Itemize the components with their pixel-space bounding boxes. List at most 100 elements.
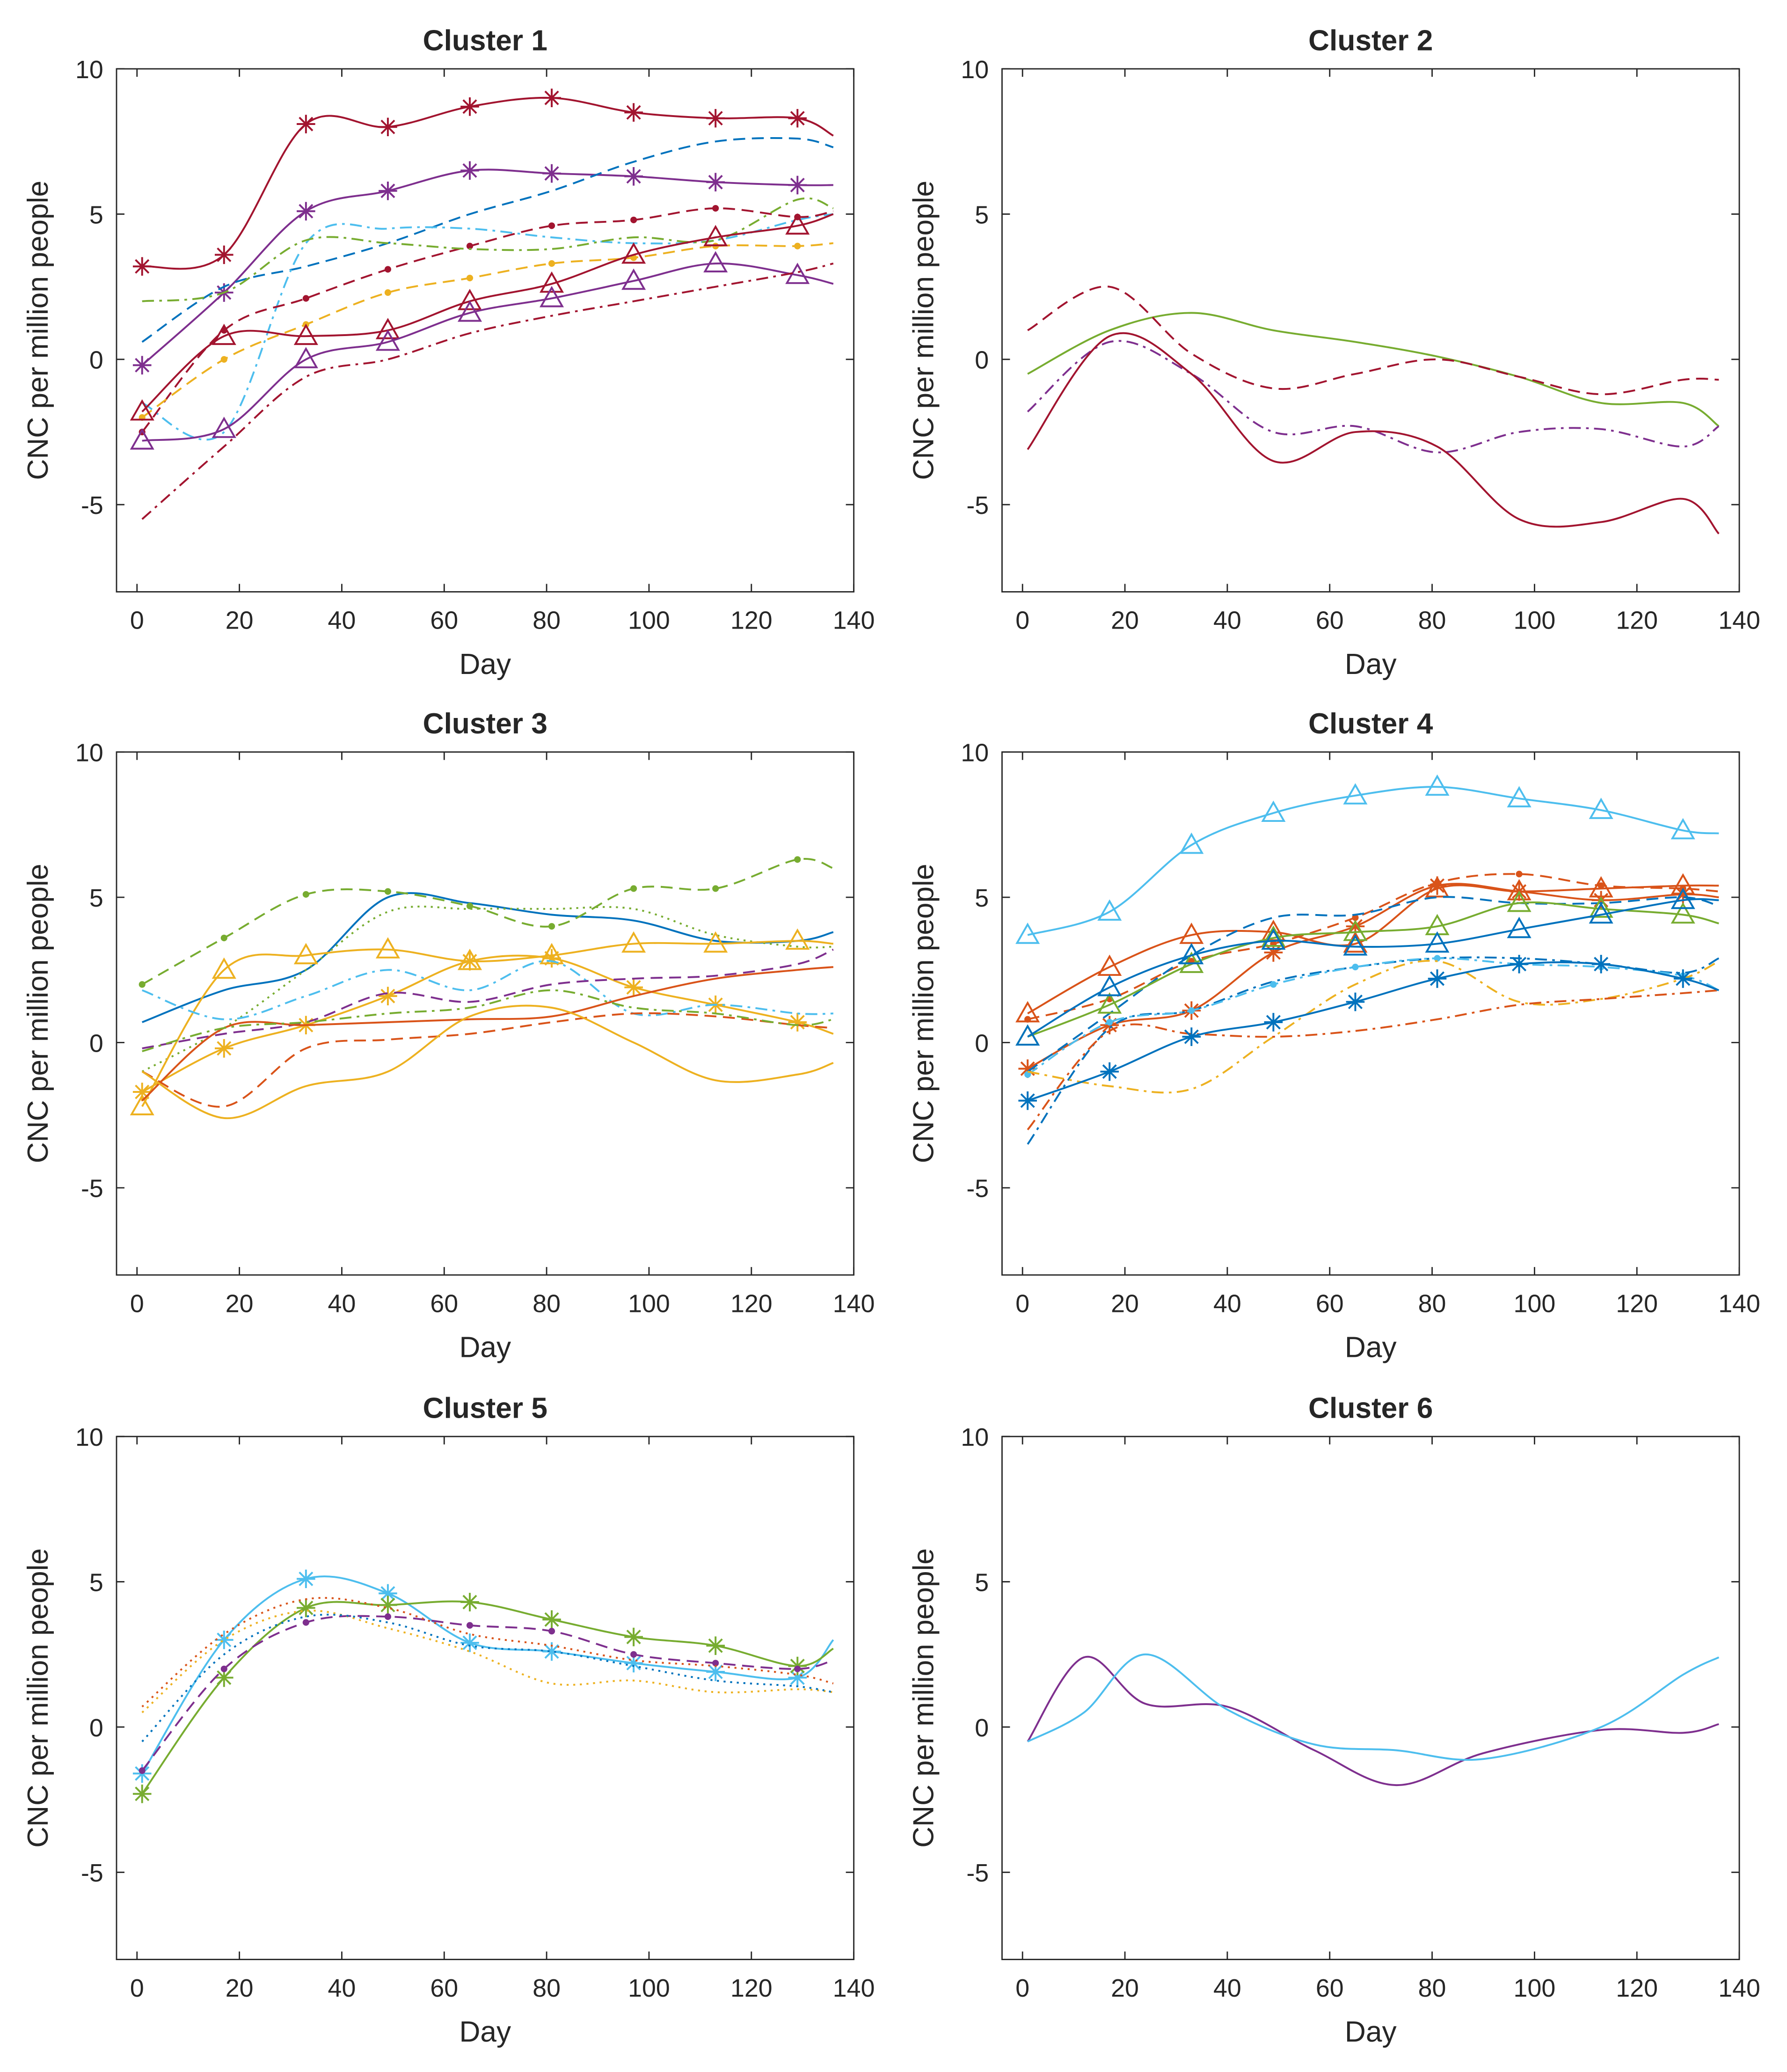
data-point <box>212 323 236 345</box>
series-5 <box>141 1610 834 1713</box>
series-line <box>141 213 834 413</box>
data-point <box>624 978 643 997</box>
x-tick-label: 120 <box>730 1974 773 2002</box>
data-point <box>379 1584 397 1603</box>
data-point <box>706 1662 725 1681</box>
x-tick-label: 20 <box>1111 1974 1139 2002</box>
data-point <box>375 318 400 339</box>
series-2 <box>1027 286 1719 395</box>
series-line <box>1027 957 1720 1076</box>
data-point <box>1015 1024 1040 1046</box>
data-point <box>214 1630 233 1649</box>
x-tick-label: 0 <box>1015 1289 1029 1318</box>
data-point <box>624 167 643 186</box>
data-point <box>621 268 646 290</box>
chart-title: Cluster 1 <box>423 24 547 57</box>
data-point <box>460 1593 479 1611</box>
x-axis-label: Day <box>460 2016 511 2048</box>
data-point <box>1100 1062 1119 1081</box>
data-point <box>1264 1013 1283 1032</box>
data-point <box>293 323 318 345</box>
series-4 <box>141 213 834 441</box>
series-8 <box>141 1012 834 1108</box>
y-axis-label: CNC per million people <box>22 864 54 1164</box>
data-point <box>624 1627 643 1647</box>
series-5 <box>1027 896 1719 1073</box>
data-point <box>1507 916 1532 938</box>
data-point <box>548 222 555 229</box>
series-1 <box>1015 774 1719 944</box>
subplot-5: Cluster 5 0 20 40 60 80 100 120 140 -5 0 5 10 Day CNC … <box>22 1392 875 2048</box>
data-point <box>457 289 482 310</box>
x-tick-label: 0 <box>130 607 144 635</box>
x-tick-label: 80 <box>532 1289 561 1318</box>
series-line <box>141 168 833 366</box>
data-point <box>384 1613 392 1620</box>
series-line <box>142 989 834 1053</box>
x-tick-label: 0 <box>1015 1974 1029 2002</box>
y-tick-label: 5 <box>975 884 989 912</box>
data-point <box>1589 798 1613 819</box>
data-point <box>460 1633 479 1652</box>
x-tick-label: 140 <box>833 607 875 635</box>
x-tick-label: 80 <box>1418 1289 1446 1318</box>
series-line <box>141 905 833 1073</box>
x-tick-label: 20 <box>1111 1289 1139 1318</box>
data-point <box>212 957 236 979</box>
data-point <box>1346 917 1365 936</box>
data-point <box>1670 902 1695 924</box>
data-point <box>1346 992 1365 1011</box>
data-point <box>297 115 315 133</box>
series-line <box>1027 786 1719 936</box>
x-tick-label: 100 <box>1514 1974 1556 2002</box>
data-point <box>785 213 810 235</box>
x-tick-label: 20 <box>226 607 254 635</box>
series-line <box>1027 340 1720 454</box>
data-point <box>1261 928 1286 950</box>
data-point <box>785 928 810 950</box>
x-axis-label: Day <box>1345 648 1397 681</box>
data-point <box>548 923 555 930</box>
series-4 <box>1027 332 1720 534</box>
data-point <box>139 981 146 988</box>
series-line <box>141 242 834 418</box>
series-11 <box>141 1004 834 1120</box>
series-10 <box>141 263 834 520</box>
data-point <box>1343 931 1368 953</box>
x-tick-label: 20 <box>226 1289 254 1318</box>
data-point <box>1106 1018 1113 1026</box>
data-point <box>1589 902 1613 924</box>
data-point <box>1670 818 1695 840</box>
x-tick-label: 80 <box>532 607 561 635</box>
series-line <box>1027 312 1720 427</box>
x-axis-label: Day <box>460 648 511 681</box>
y-tick-label: 0 <box>89 1714 103 1742</box>
data-point <box>214 245 233 264</box>
data-point <box>1352 964 1359 971</box>
x-tick-label: 120 <box>730 1289 773 1318</box>
x-tick-label: 40 <box>328 1289 356 1318</box>
series-4 <box>1018 876 1719 1078</box>
y-tick-label: -5 <box>81 491 103 520</box>
data-point <box>139 1767 146 1774</box>
y-tick-label: 10 <box>75 56 103 84</box>
data-point <box>297 1569 315 1589</box>
y-tick-label: 5 <box>975 1568 989 1596</box>
data-point <box>214 1668 233 1687</box>
data-point <box>379 117 397 137</box>
series-line <box>1027 896 1719 1073</box>
x-tick-label: 80 <box>532 1974 561 2002</box>
x-tick-label: 40 <box>328 1974 356 2002</box>
data-point <box>540 271 564 293</box>
data-point <box>132 356 152 375</box>
series-line <box>1027 989 1719 1130</box>
series-line <box>142 96 834 270</box>
series-line <box>1027 961 1719 1102</box>
y-axis-label: CNC per million people <box>907 181 940 480</box>
x-tick-label: 100 <box>628 607 670 635</box>
series-line <box>141 1610 834 1713</box>
data-point <box>1428 969 1447 988</box>
series-10 <box>1027 959 1720 1094</box>
x-tick-label: 20 <box>1111 607 1139 635</box>
data-point <box>788 176 807 195</box>
